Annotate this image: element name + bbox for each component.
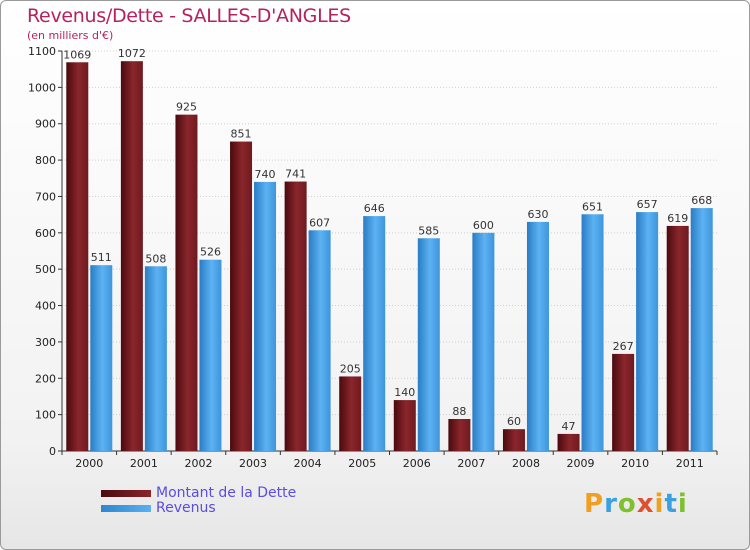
bar-revenus <box>690 208 713 451</box>
y-tick-label: 200 <box>35 372 56 385</box>
value-label: 511 <box>91 251 112 264</box>
bar-dette <box>666 225 689 451</box>
bar-dette <box>230 141 253 451</box>
bar-dette <box>120 61 143 451</box>
value-label: 741 <box>285 168 306 181</box>
x-tick-label: 2010 <box>621 457 649 470</box>
value-label: 740 <box>255 168 276 181</box>
bar-revenus <box>581 214 604 451</box>
x-tick-label: 2002 <box>184 457 212 470</box>
value-label: 651 <box>582 200 603 213</box>
bar-dette <box>502 429 525 451</box>
bar-revenus <box>254 181 277 451</box>
bar-dette <box>448 419 471 451</box>
proxiti-logo: Proxiti <box>584 489 688 519</box>
bar-dette <box>557 433 580 451</box>
x-tick-label: 2006 <box>403 457 431 470</box>
value-label: 585 <box>418 224 439 237</box>
value-label: 600 <box>473 219 494 232</box>
x-tick-label: 2008 <box>512 457 540 470</box>
value-label: 925 <box>176 101 197 114</box>
bar-revenus <box>144 266 167 451</box>
y-tick-label: 900 <box>35 118 56 131</box>
y-tick-label: 300 <box>35 336 56 349</box>
bar-dette <box>393 400 416 451</box>
legend-swatch-dette <box>101 490 151 497</box>
x-tick-label: 2001 <box>130 457 158 470</box>
bar-revenus <box>199 259 222 451</box>
value-label: 619 <box>667 212 688 225</box>
value-label: 526 <box>200 246 221 259</box>
value-label: 60 <box>507 415 521 428</box>
value-label: 508 <box>145 252 166 265</box>
bar-dette <box>612 353 635 451</box>
value-label: 657 <box>637 198 658 211</box>
x-tick-label: 2004 <box>294 457 322 470</box>
x-tick-label: 2009 <box>567 457 595 470</box>
value-label: 47 <box>562 420 576 433</box>
value-label: 140 <box>394 386 415 399</box>
bar-dette <box>175 114 198 452</box>
bar-revenus <box>636 212 659 451</box>
chart-title: Revenus/Dette - SALLES-D'ANGLES <box>27 5 351 27</box>
value-label: 851 <box>231 128 252 141</box>
bar-revenus <box>90 265 113 451</box>
value-label: 205 <box>340 362 361 375</box>
bar-revenus <box>363 216 386 451</box>
value-label: 1069 <box>63 48 91 61</box>
legend-swatch-revenus <box>101 505 151 512</box>
bar-revenus <box>472 232 495 451</box>
value-label: 88 <box>452 405 466 418</box>
value-label: 607 <box>309 216 330 229</box>
value-label: 267 <box>613 340 634 353</box>
bar-dette <box>284 181 307 451</box>
legend-label-dette: Montant de la Dette <box>156 485 297 501</box>
x-tick-label: 2011 <box>676 457 704 470</box>
bar-dette <box>339 376 362 451</box>
y-tick-label: 800 <box>35 154 56 167</box>
x-tick-label: 2007 <box>457 457 485 470</box>
bar-revenus <box>417 238 440 451</box>
value-label: 1072 <box>118 47 146 60</box>
bar-revenus <box>526 221 549 451</box>
x-tick-label: 2005 <box>348 457 376 470</box>
legend-label-revenus: Revenus <box>156 500 216 516</box>
y-tick-label: 1000 <box>28 81 56 94</box>
y-tick-label: 400 <box>35 300 56 313</box>
value-label: 646 <box>364 202 385 215</box>
value-label: 668 <box>691 194 712 207</box>
bar-dette <box>66 62 89 451</box>
y-tick-label: 100 <box>35 409 56 422</box>
y-tick-label: 600 <box>35 227 56 240</box>
x-tick-label: 2000 <box>75 457 103 470</box>
y-tick-label: 500 <box>35 263 56 276</box>
value-label: 630 <box>527 208 548 221</box>
y-tick-label: 1100 <box>28 45 56 58</box>
x-tick-label: 2003 <box>239 457 267 470</box>
y-tick-label: 700 <box>35 190 56 203</box>
bar-revenus <box>308 230 331 451</box>
chart-subtitle: (en milliers d'€) <box>27 29 114 42</box>
y-tick-label: 0 <box>49 445 56 458</box>
